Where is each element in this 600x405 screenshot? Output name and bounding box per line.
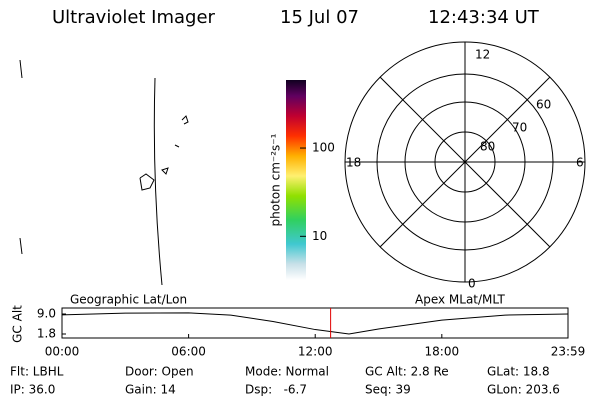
colorbar — [286, 80, 306, 280]
status-field: GLat: 18.8 — [487, 365, 550, 379]
x-tick-label: 23:59 — [551, 345, 586, 359]
status-field: Seq: 39 — [365, 383, 411, 397]
y-label: GC Alt — [11, 305, 25, 343]
status-field: GC Alt: 2.8 Re — [365, 365, 449, 379]
date: 15 Jul 07 — [280, 7, 359, 28]
hour-label: 18 — [346, 156, 361, 170]
map — [19, 59, 189, 286]
polar-grid — [344, 41, 586, 283]
colorbar-tick-label: 100 — [312, 141, 335, 155]
time: 12:43:34 UT — [428, 7, 540, 28]
lat-label: 80 — [480, 140, 495, 154]
x-tick-label: 00:00 — [45, 345, 80, 359]
status-field: IP: 36.0 — [10, 383, 55, 397]
status-field: Mode: Normal — [245, 365, 329, 379]
colorbar-tick-label: 10 — [312, 229, 327, 243]
plot-frame — [61, 307, 569, 339]
status-field: Dsp: -6.7 — [245, 383, 307, 397]
altitude-line — [61, 312, 569, 335]
x-tick-label: 12:00 — [298, 345, 333, 359]
x-tick-label: 06:00 — [171, 345, 206, 359]
hour-label: 12 — [475, 48, 490, 62]
lat-label: 60 — [536, 98, 551, 112]
colorbar-label: photon cm⁻²s⁻¹ — [269, 133, 283, 226]
y-tick-label: 1.8 — [37, 327, 56, 341]
right-label: Apex MLat/MLT — [415, 293, 505, 307]
status-field: Gain: 14 — [125, 383, 176, 397]
lat-label: 70 — [512, 121, 527, 135]
status-field: Flt: LBHL — [10, 365, 64, 379]
hour-label: 6 — [576, 156, 584, 170]
status-field: GLon: 203.6 — [487, 383, 560, 397]
hour-label: 0 — [468, 277, 476, 291]
left-label: Geographic Lat/Lon — [70, 293, 187, 307]
x-tick-label: 18:00 — [425, 345, 460, 359]
status-field: Door: Open — [125, 365, 194, 379]
title: Ultraviolet Imager — [52, 7, 216, 28]
y-tick-label: 9.0 — [37, 307, 56, 321]
